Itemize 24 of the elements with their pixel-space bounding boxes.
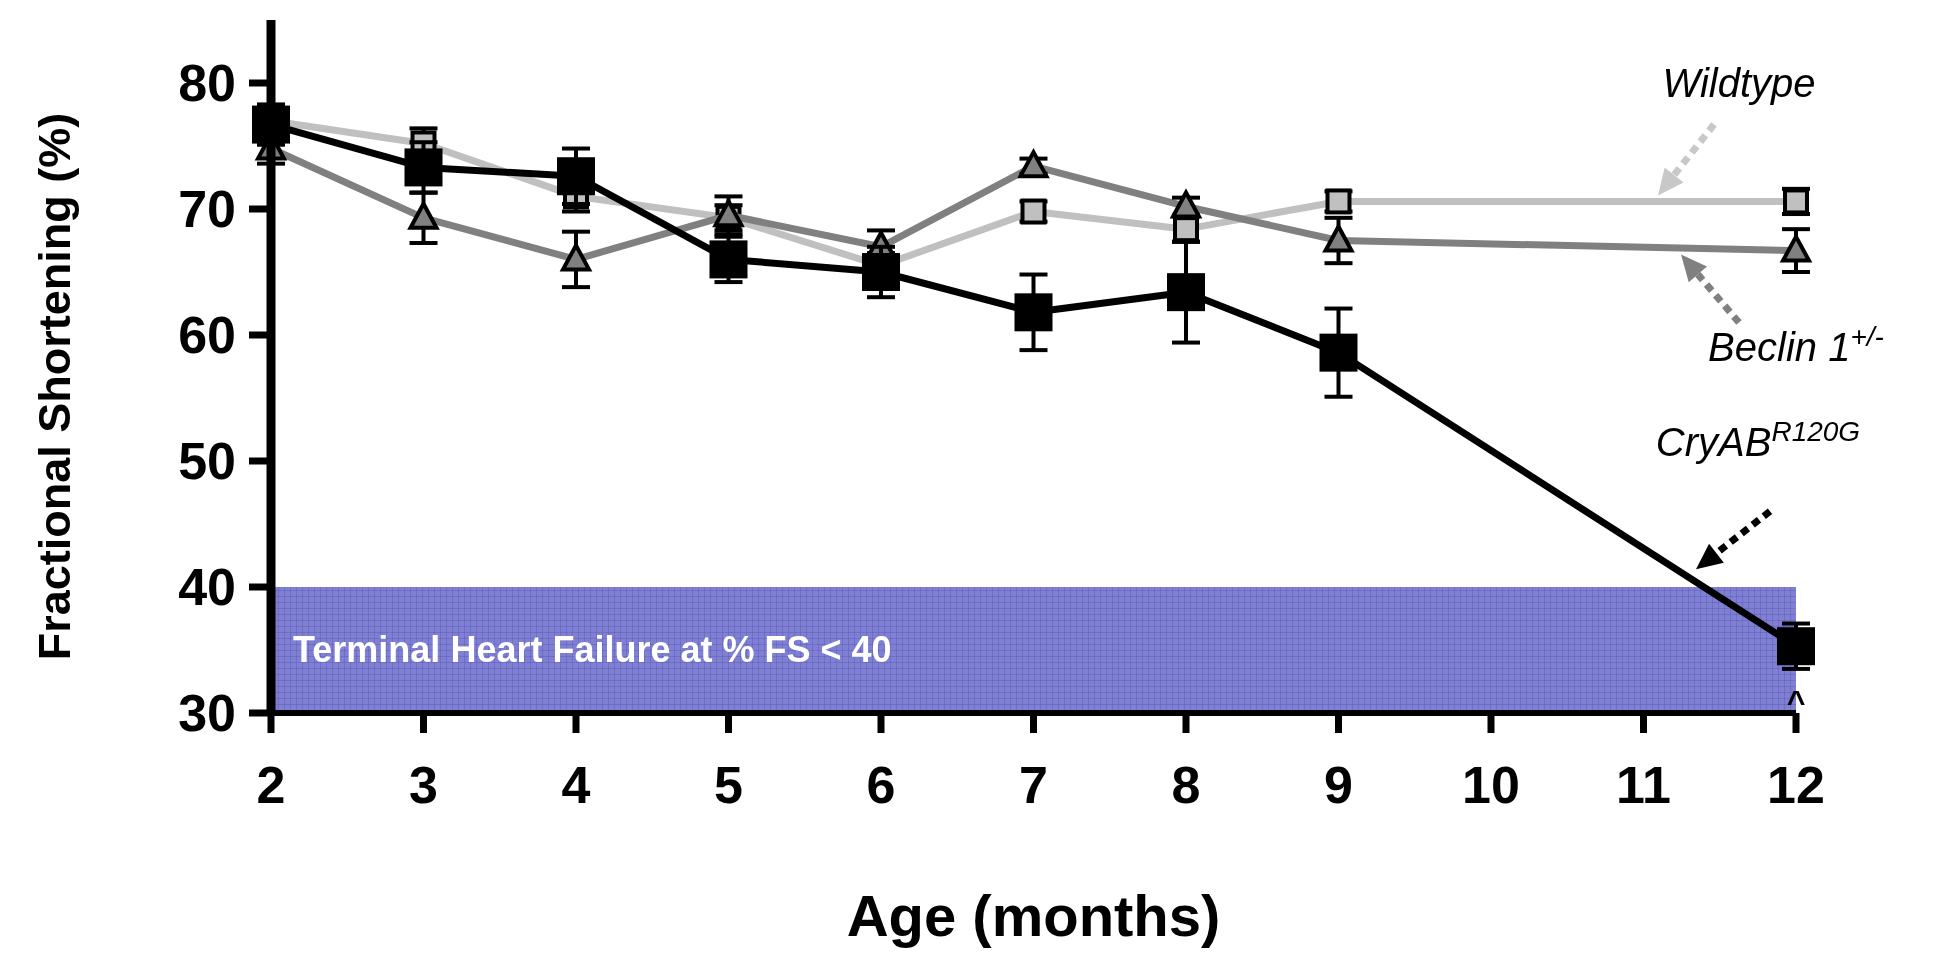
x-tick-label: 9 bbox=[1324, 756, 1353, 814]
x-tick-label: 12 bbox=[1767, 756, 1825, 814]
x-tick-label: 10 bbox=[1462, 756, 1520, 814]
x-axis-title: Age (months) bbox=[846, 883, 1221, 948]
y-tick-label: 70 bbox=[178, 180, 236, 239]
x-tick-label: 4 bbox=[561, 756, 591, 814]
x-tick-label: 2 bbox=[256, 756, 286, 814]
y-tick-label: 50 bbox=[178, 432, 236, 491]
legend-label: Beclin 1$^{+/-}$ bbox=[1708, 320, 1884, 369]
x-tick-label: 6 bbox=[866, 756, 896, 814]
y-tick-label: 60 bbox=[178, 306, 236, 365]
x-tick-label: 3 bbox=[409, 756, 438, 814]
y-tick-label: 30 bbox=[178, 684, 236, 743]
y-axis-title: Fractional Shortening (%) bbox=[29, 112, 80, 661]
y-tick-label: 40 bbox=[178, 558, 236, 617]
x-tick-label: 7 bbox=[1019, 756, 1048, 814]
x-tick-label: 5 bbox=[714, 756, 743, 814]
series-label: CryAB$^{R120G}$ bbox=[1655, 415, 1861, 465]
x-tick-label: 8 bbox=[1171, 756, 1201, 814]
band-label: Terminal Heart Failure at % FS < 40 bbox=[293, 629, 892, 670]
annotation: ^ bbox=[1786, 684, 1806, 721]
y-tick-label: 80 bbox=[178, 54, 236, 113]
x-tick-label: 11 bbox=[1616, 756, 1671, 814]
text: Wildtype bbox=[1662, 61, 1816, 106]
